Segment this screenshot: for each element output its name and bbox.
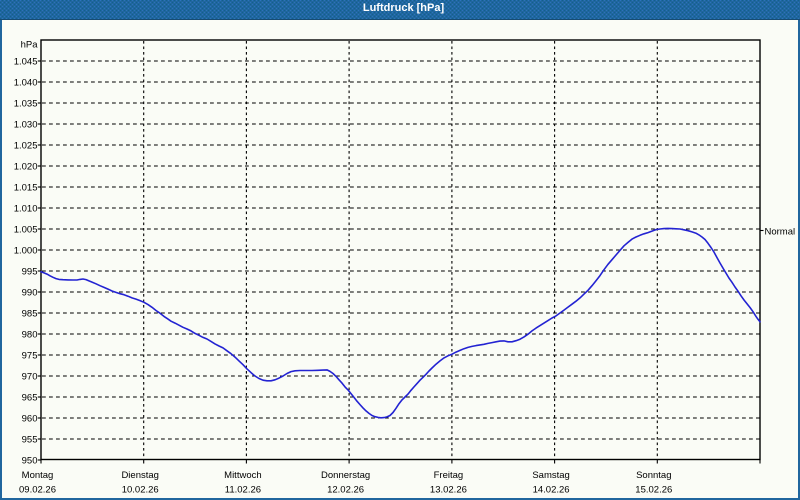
svg-text:Dienstag: Dienstag bbox=[121, 470, 159, 481]
svg-text:1.005: 1.005 bbox=[14, 225, 38, 236]
svg-text:Freitag: Freitag bbox=[434, 470, 464, 481]
svg-text:09.02.26: 09.02.26 bbox=[19, 484, 56, 495]
svg-text:12.02.26: 12.02.26 bbox=[327, 484, 364, 495]
svg-text:10.02.26: 10.02.26 bbox=[122, 484, 159, 495]
svg-text:950: 950 bbox=[22, 456, 38, 467]
svg-text:1.010: 1.010 bbox=[14, 204, 38, 215]
svg-text:1.045: 1.045 bbox=[14, 57, 38, 68]
svg-text:995: 995 bbox=[22, 267, 38, 278]
svg-text:1.015: 1.015 bbox=[14, 183, 38, 194]
svg-text:1.035: 1.035 bbox=[14, 99, 38, 110]
svg-text:970: 970 bbox=[22, 372, 38, 383]
svg-text:1.040: 1.040 bbox=[14, 78, 38, 89]
svg-text:975: 975 bbox=[22, 351, 38, 362]
svg-text:985: 985 bbox=[22, 309, 38, 320]
svg-text:1.025: 1.025 bbox=[14, 141, 38, 152]
svg-text:1.030: 1.030 bbox=[14, 120, 38, 131]
svg-text:1.000: 1.000 bbox=[14, 246, 38, 257]
svg-text:980: 980 bbox=[22, 330, 38, 341]
svg-text:955: 955 bbox=[22, 435, 38, 446]
svg-text:Samstag: Samstag bbox=[532, 470, 570, 481]
svg-text:965: 965 bbox=[22, 393, 38, 404]
svg-text:hPa: hPa bbox=[21, 40, 39, 51]
svg-text:Sonntag: Sonntag bbox=[636, 470, 671, 481]
svg-text:1.020: 1.020 bbox=[14, 162, 38, 173]
svg-text:Normal: Normal bbox=[765, 226, 796, 237]
svg-text:15.02.26: 15.02.26 bbox=[635, 484, 672, 495]
svg-text:11.02.26: 11.02.26 bbox=[225, 484, 261, 495]
svg-text:Donnerstag: Donnerstag bbox=[321, 470, 370, 481]
svg-text:14.02.26: 14.02.26 bbox=[533, 484, 570, 495]
svg-text:990: 990 bbox=[22, 288, 38, 299]
svg-text:13.02.26: 13.02.26 bbox=[430, 484, 467, 495]
svg-text:Montag: Montag bbox=[22, 470, 54, 481]
svg-text:960: 960 bbox=[22, 414, 38, 425]
svg-text:Mittwoch: Mittwoch bbox=[224, 470, 261, 481]
